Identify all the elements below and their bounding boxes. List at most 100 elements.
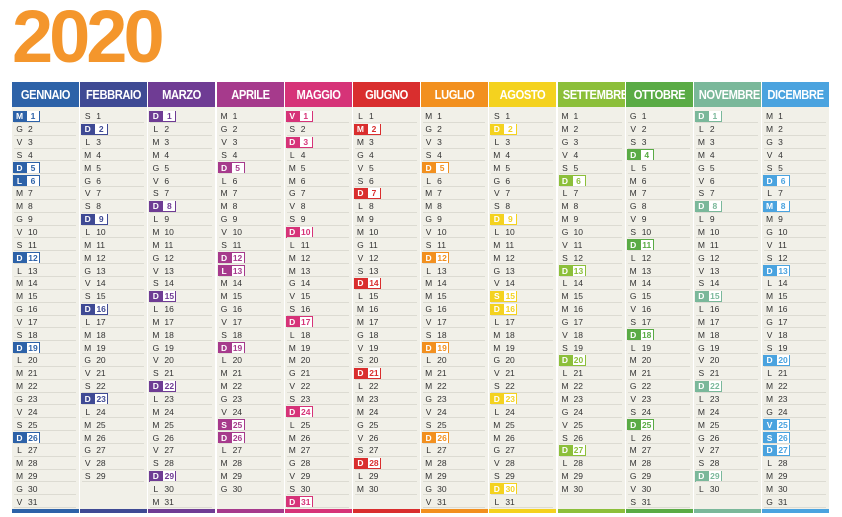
weekday-letter: G [220, 483, 228, 494]
day-row: S 29 [80, 470, 147, 483]
month-header: GIUGNO [352, 82, 420, 107]
weekday-letter: M [493, 149, 501, 160]
day-number: 17 [299, 316, 312, 327]
day-cell: L 19 [627, 343, 656, 353]
weekday-letter: M [561, 201, 569, 212]
weekday-letter: L [85, 227, 91, 238]
weekday-letter: S [766, 432, 773, 443]
highlighted-day: D 16 [490, 303, 518, 315]
day-row: M 21 [626, 367, 693, 380]
day-row: V 20 [694, 354, 761, 367]
day-number: 15 [163, 291, 176, 302]
day-cell: S 25 [422, 420, 451, 430]
day-cell: V 27 [695, 445, 724, 455]
day-number: 19 [27, 342, 39, 353]
weekday-letter: G [698, 252, 705, 263]
day-row: G 16 [217, 303, 284, 316]
weekday-letter: S [698, 458, 705, 469]
day-row: S 12 [762, 251, 829, 264]
weekday-letter: M [288, 432, 296, 443]
weekday-letter: D [152, 471, 159, 482]
weekday-letter: G [425, 393, 432, 404]
day-number: 24 [505, 406, 515, 417]
day-number: 19 [505, 342, 515, 353]
day-cell: L 29 [354, 471, 383, 481]
weekday-letter: M [629, 445, 637, 456]
day-cell: V 13 [149, 266, 178, 276]
day-row: D 20 [762, 354, 829, 367]
day-number: 4 [778, 149, 783, 160]
day-cell: G 17 [559, 317, 588, 327]
day-row: M 28 [626, 457, 693, 470]
day-cell: G 10 [559, 227, 588, 237]
day-number: 21 [778, 368, 788, 379]
weekday-letter: D [16, 432, 23, 443]
day-row: M 11 [694, 238, 761, 252]
day-number: 28 [232, 458, 243, 469]
day-number: 21 [709, 368, 720, 379]
day-number: 20 [96, 355, 106, 366]
day-row: M 11 [148, 238, 215, 252]
weekday-letter: M [697, 239, 705, 250]
day-number: 20 [437, 355, 447, 366]
day-row: L 17 [489, 316, 556, 329]
day-number: 26 [96, 432, 106, 443]
weekday-letter: D [766, 265, 773, 276]
day-row: V 10 [421, 226, 488, 239]
day-number: 17 [437, 316, 447, 327]
day-cell: M 26 [81, 433, 110, 443]
day-cell: V 12 [354, 253, 383, 263]
day-cell: L 25 [286, 420, 315, 430]
day-row: S 20 [353, 354, 420, 367]
day-number: 25 [231, 419, 244, 430]
day-cell: V 21 [81, 368, 110, 378]
day-row: L 18 [285, 328, 352, 342]
day-row: G 17 [558, 316, 625, 329]
day-cell: S 14 [695, 278, 724, 288]
weekday-letter: G [766, 137, 773, 148]
highlighted-day: D 19 [13, 342, 40, 354]
day-row: S 26 [762, 431, 829, 444]
day-cell: M 20 [627, 355, 656, 365]
day-row: M 10 [148, 226, 215, 239]
weekday-letter: M [493, 239, 501, 250]
day-number: 7 [164, 188, 170, 199]
day-number: 23 [368, 393, 379, 404]
weekday-letter: L [85, 316, 91, 327]
day-number: 25 [505, 419, 515, 430]
weekday-letter: M [629, 355, 637, 366]
weekday-letter: V [84, 458, 91, 469]
weekday-letter: M [288, 342, 296, 353]
day-row: M 23 [353, 393, 420, 406]
day-cell: G 30 [422, 484, 451, 494]
weekday-letter: G [220, 304, 228, 315]
weekday-letter: S [493, 381, 500, 392]
day-number: 13 [641, 265, 652, 276]
day-number: 31 [641, 496, 652, 507]
day-number: 9 [709, 214, 715, 225]
weekday-letter: L [494, 496, 500, 507]
day-number: 24 [28, 406, 38, 417]
month-header: NOVEMBRE [693, 82, 761, 107]
day-cell: M 13 [627, 266, 656, 276]
day-cell: L 27 [13, 445, 42, 455]
day-number: 15 [641, 291, 652, 302]
day-number: 16 [778, 304, 788, 315]
